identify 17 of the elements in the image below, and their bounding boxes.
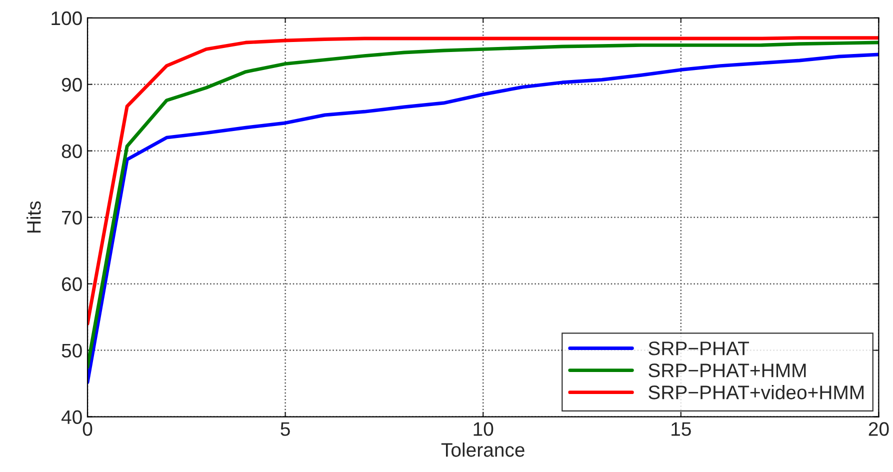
legend-label: SRP−PHAT+HMM	[648, 364, 806, 378]
y-axis-title: Hits	[26, 201, 41, 233]
x-tick-label: 10	[474, 422, 494, 436]
y-tick-label: 50	[62, 344, 82, 358]
x-tick-label: 15	[672, 422, 691, 436]
x-tick-label: 0	[82, 422, 92, 436]
y-tick-label: 70	[62, 210, 82, 225]
y-tick-label: 60	[62, 277, 82, 292]
legend-label: SRP−PHAT+video+HMM	[648, 385, 864, 400]
y-tick-label: 40	[61, 410, 82, 424]
y-tick-label: 80	[62, 144, 82, 158]
y-tick-label: 90	[62, 78, 82, 92]
y-tick-label: 100	[52, 11, 82, 26]
x-tick-label: 5	[280, 422, 290, 436]
x-tick-label: 20	[868, 422, 889, 436]
legend-label: SRP−PHAT	[648, 342, 750, 356]
x-axis-title: Tolerance	[441, 442, 524, 457]
